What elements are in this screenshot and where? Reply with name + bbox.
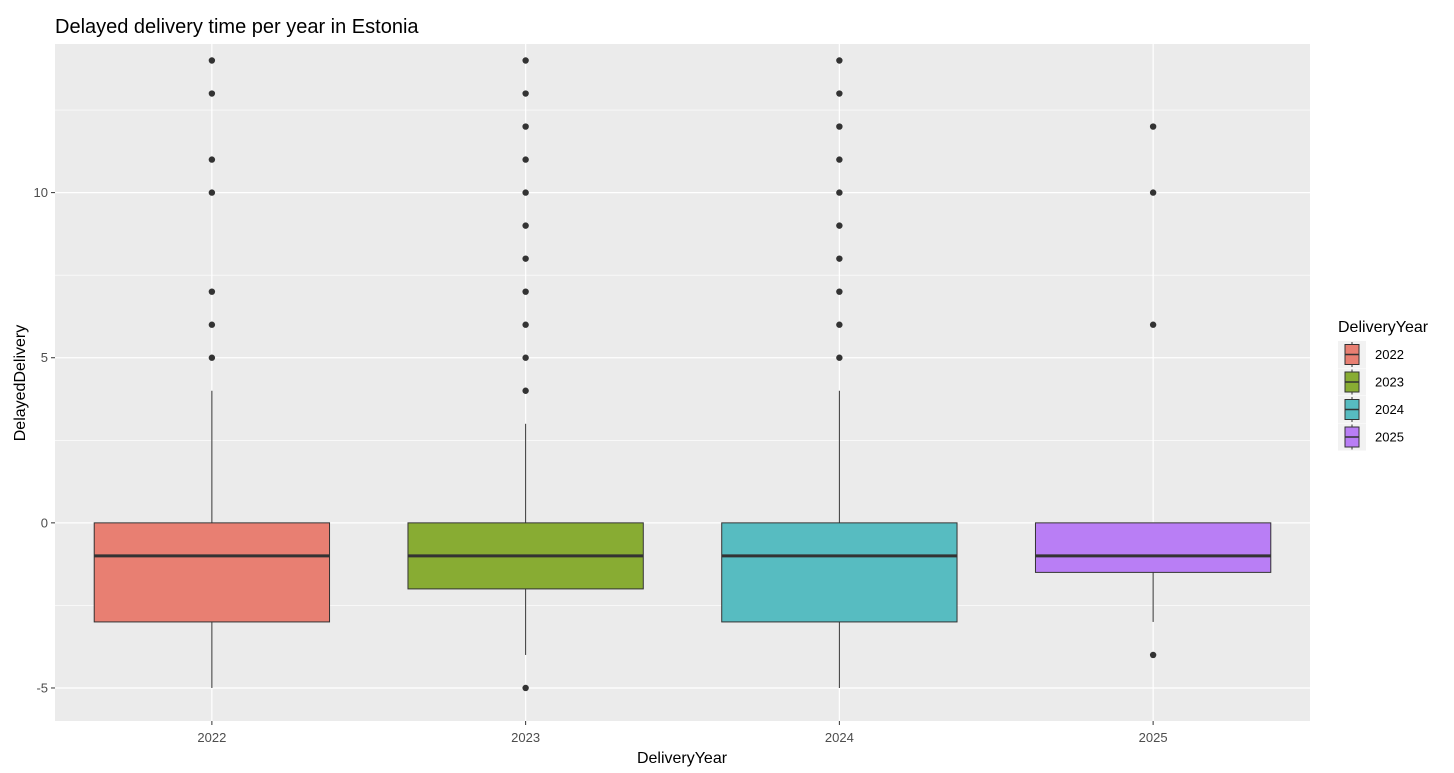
outlier-point	[836, 189, 843, 196]
box-body	[1034, 522, 1272, 573]
boxes	[93, 57, 1272, 692]
outlier-point	[522, 288, 529, 295]
outlier-point	[522, 684, 529, 692]
outlier-point	[522, 189, 529, 196]
legend-item-2023: 2023	[1338, 368, 1404, 396]
outlier-point	[522, 255, 529, 262]
legend-item-2022: 2022	[1338, 341, 1404, 368]
y-tick-label: 10	[34, 185, 48, 200]
outlier-point	[836, 57, 843, 64]
box-2022	[93, 57, 331, 688]
legend-label: 2022	[1375, 347, 1404, 362]
outlier-point	[836, 123, 843, 130]
y-tick-label: 5	[41, 350, 48, 365]
x-tick-label: 2022	[197, 730, 226, 745]
outlier-point	[522, 354, 529, 361]
legend-label: 2024	[1375, 402, 1404, 417]
outlier-point	[836, 288, 843, 295]
x-tick-label: 2025	[1139, 730, 1168, 745]
box-2024	[721, 57, 958, 688]
outlier-point	[522, 321, 529, 328]
outlier-point	[1149, 321, 1157, 328]
box-body	[93, 522, 331, 623]
outlier-point	[836, 222, 843, 229]
y-tick-label: 0	[41, 515, 48, 530]
legend: DeliveryYear 2022 2023 2024 2025	[1338, 319, 1429, 451]
outlier-point	[522, 156, 529, 163]
outlier-point	[1149, 123, 1157, 130]
outlier-point	[208, 288, 216, 295]
y-tick-label: -5	[36, 680, 48, 695]
box-2023	[407, 57, 644, 692]
outlier-point	[522, 90, 529, 97]
box-body	[721, 522, 958, 623]
x-axis-title: DeliveryYear	[637, 750, 728, 767]
outlier-point	[836, 255, 843, 262]
outlier-point	[836, 156, 843, 163]
outlier-point	[522, 123, 529, 130]
outlier-point	[208, 189, 216, 196]
outlier-point	[208, 57, 216, 64]
outlier-point	[208, 90, 216, 97]
legend-item-2025: 2025	[1338, 423, 1404, 451]
chart-title: Delayed delivery time per year in Estoni…	[55, 16, 419, 38]
outlier-point	[208, 156, 216, 163]
legend-label: 2023	[1375, 375, 1404, 390]
legend-item-2024: 2024	[1338, 396, 1404, 423]
outlier-point	[522, 222, 529, 229]
outlier-point	[1149, 189, 1157, 196]
outlier-point	[522, 387, 529, 394]
legend-title: DeliveryYear	[1338, 319, 1429, 336]
outlier-point	[1149, 651, 1157, 659]
outlier-point	[208, 321, 216, 328]
legend-label: 2025	[1375, 430, 1404, 445]
outlier-point	[522, 57, 529, 64]
outlier-point	[208, 354, 216, 361]
outlier-point	[836, 321, 843, 328]
x-tick-label: 2023	[511, 730, 540, 745]
box-2025	[1034, 123, 1272, 659]
x-tick-label: 2024	[825, 730, 854, 745]
y-axis: -5 0 5 10	[34, 185, 55, 695]
outlier-point	[836, 354, 843, 361]
outlier-point	[836, 90, 843, 97]
x-axis: 2022 2023 2024 2025	[197, 721, 1168, 745]
y-axis-title: DelayedDelivery	[12, 325, 29, 442]
